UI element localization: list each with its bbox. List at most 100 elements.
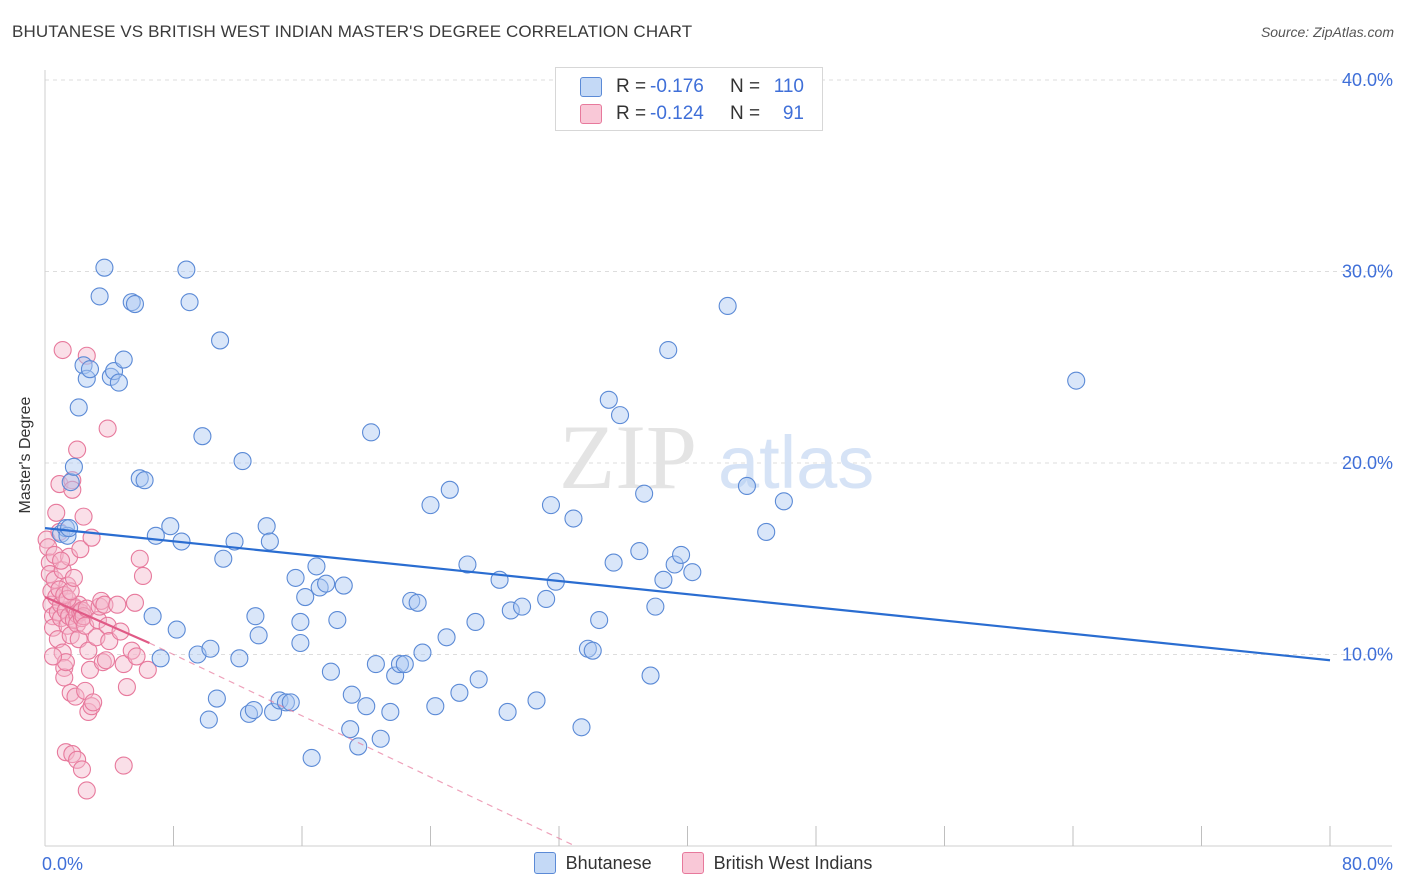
data-point-bhutanese <box>371 729 390 748</box>
data-point-bhutanese <box>654 570 673 589</box>
data-point-bhutanese <box>60 519 79 538</box>
data-point-british-west-indians <box>117 678 136 697</box>
data-point-british-west-indians <box>47 503 66 522</box>
data-point-bhutanese <box>737 476 756 496</box>
axes <box>44 70 1392 847</box>
tick-labels: 10.0% 20.0% 30.0% 40.0% 0.0% 80.0% <box>42 70 1393 874</box>
chart-title: BHUTANESE VS BRITISH WEST INDIAN MASTER'… <box>12 22 693 41</box>
data-point-bhutanese <box>590 610 609 630</box>
n-value: 110 <box>773 76 804 97</box>
legend-stats-row-british-west-indians: R = -0.124 N = 91 <box>580 101 804 127</box>
data-point-british-west-indians <box>98 419 117 438</box>
data-point-bhutanese <box>635 484 654 503</box>
data-point-british-west-indians <box>53 340 72 360</box>
data-point-bhutanese <box>296 587 315 607</box>
data-point-bhutanese <box>177 260 196 279</box>
legend-swatch-bhutanese <box>580 77 602 97</box>
data-point-bhutanese <box>501 601 520 620</box>
data-point-bhutanese <box>498 702 517 722</box>
data-point-bhutanese <box>440 480 459 499</box>
gridlines <box>45 79 1392 655</box>
data-point-bhutanese <box>230 649 249 668</box>
legend-item-bhutanese[interactable]: Bhutanese <box>533 852 652 874</box>
data-point-bhutanese <box>109 373 128 392</box>
data-point-bhutanese <box>469 670 488 689</box>
r-value: -0.124 <box>650 103 704 124</box>
data-point-bhutanese <box>342 685 361 704</box>
data-point-bhutanese <box>249 626 268 645</box>
r-label: R = <box>616 103 647 124</box>
data-point-bhutanese <box>201 639 220 658</box>
data-point-bhutanese <box>646 597 665 616</box>
data-point-bhutanese <box>143 607 162 626</box>
data-point-bhutanese <box>466 612 485 631</box>
data-point-bhutanese <box>90 287 109 306</box>
legend-item-british-west-indians[interactable]: British West Indians <box>681 852 873 874</box>
data-point-bhutanese <box>307 557 326 576</box>
data-point-british-west-indians <box>63 480 82 499</box>
data-point-british-west-indians <box>114 756 133 775</box>
data-point-bhutanese <box>193 427 212 446</box>
data-point-british-west-indians <box>52 551 71 570</box>
data-point-bhutanese <box>257 517 276 536</box>
data-point-bhutanese <box>610 406 630 425</box>
x-tick-label-min: 0.0% <box>42 854 83 874</box>
data-point-british-west-indians <box>74 507 93 526</box>
data-point-bhutanese <box>421 496 440 515</box>
data-point-bhutanese <box>599 390 618 409</box>
data-point-bhutanese <box>167 620 186 639</box>
data-point-bhutanese <box>317 574 336 593</box>
data-point-bhutanese <box>114 350 133 369</box>
data-point-bhutanese <box>135 471 154 490</box>
data-point-bhutanese <box>541 496 561 515</box>
data-point-british-west-indians <box>71 540 90 559</box>
data-point-british-west-indians <box>77 346 96 365</box>
data-point-british-west-indians <box>84 693 103 712</box>
trend-line-british-west-indians <box>44 596 150 645</box>
data-point-british-west-indians <box>43 647 63 666</box>
data-point-bhutanese <box>683 563 702 582</box>
data-point-bhutanese <box>1067 371 1086 390</box>
data-point-bhutanese <box>349 737 368 756</box>
legend-swatch-bhutanese <box>533 852 556 874</box>
data-point-bhutanese <box>572 718 591 737</box>
data-point-bhutanese <box>672 545 691 564</box>
data-point-british-west-indians <box>108 595 127 614</box>
legend-label-british-west-indians: British West Indians <box>713 852 873 873</box>
series-bhutanese <box>52 258 1086 767</box>
data-point-british-west-indians <box>93 653 112 672</box>
legend-label-bhutanese: Bhutanese <box>565 852 652 873</box>
data-point-bhutanese <box>69 398 88 417</box>
data-point-bhutanese <box>450 683 469 702</box>
data-point-bhutanese <box>211 331 230 350</box>
data-point-bhutanese <box>281 693 300 712</box>
data-point-bhutanese <box>718 296 737 316</box>
trend-lines <box>44 527 1331 847</box>
data-point-bhutanese <box>408 593 427 612</box>
data-point-british-west-indians <box>77 781 96 800</box>
data-point-bhutanese <box>381 702 400 722</box>
data-point-bhutanese <box>61 473 80 492</box>
data-point-bhutanese <box>180 293 199 312</box>
source-label: Source: ZipAtlas.com <box>1260 24 1394 40</box>
data-point-bhutanese <box>426 697 445 716</box>
x-tick-label-max: 80.0% <box>1342 854 1393 874</box>
data-point-bhutanese <box>146 526 165 545</box>
data-point-bhutanese <box>244 700 263 720</box>
data-point-british-west-indians <box>66 687 85 706</box>
data-point-bhutanese <box>458 555 477 574</box>
data-point-bhutanese <box>604 553 623 572</box>
data-point-bhutanese <box>161 517 180 536</box>
data-point-bhutanese <box>564 509 583 528</box>
series-british-west-indians <box>37 340 157 800</box>
data-point-bhutanese <box>291 612 310 631</box>
data-point-bhutanese <box>214 549 233 568</box>
watermark-zip: ZIP <box>559 406 697 508</box>
data-point-bhutanese <box>77 369 96 388</box>
legend-swatch-british-west-indians <box>681 852 704 874</box>
trend-line-bhutanese <box>44 527 1331 662</box>
n-value: 91 <box>782 103 804 124</box>
y-tick-label: 10.0% <box>1342 645 1393 665</box>
data-point-british-west-indians <box>63 745 82 764</box>
